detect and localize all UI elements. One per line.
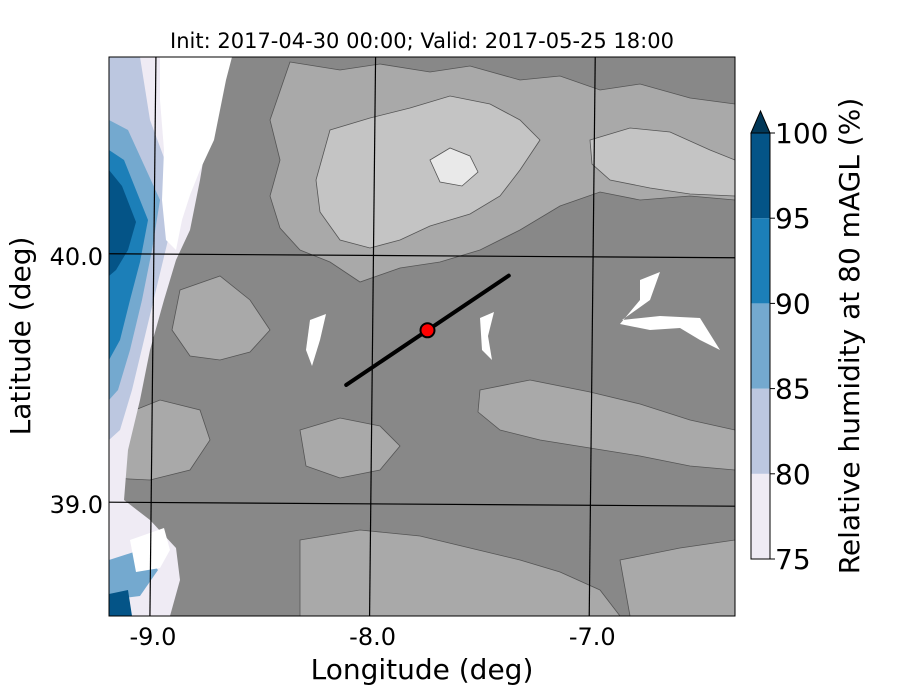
parallel-line <box>109 501 735 507</box>
meridian-line <box>588 57 596 616</box>
y-axis-label: Latitude (deg) <box>4 237 37 436</box>
meridian-line <box>149 57 157 616</box>
colorbar-tick-label: 95 <box>775 202 811 235</box>
colorbar-tick-label: 85 <box>775 373 811 406</box>
x-tick-label: -7.0 <box>569 623 616 651</box>
y-tick-label: 39.0 <box>50 491 103 519</box>
colorbar-segment <box>751 388 770 474</box>
colorbar-segment <box>751 473 770 559</box>
colorbar-segment <box>751 133 770 219</box>
colorbar-label: Relative humidity at 80 mAGL (%) <box>833 98 866 575</box>
colorbar: 75 80 85 90 95 100 <box>750 109 828 576</box>
x-tick-label: -8.0 <box>349 623 396 651</box>
colorbar-tick-label: 100 <box>775 117 828 150</box>
colorbar-frame <box>750 132 771 560</box>
graticule <box>109 57 735 616</box>
map-panel <box>109 57 735 616</box>
colorbar-tick-label: 90 <box>775 287 811 320</box>
terrain-contours <box>109 61 735 616</box>
x-axis-ticks: -9.0 -8.0 -7.0 <box>130 623 616 651</box>
white-patches <box>130 57 720 572</box>
colorbar-extend-arrow <box>750 109 771 134</box>
map-frame <box>108 56 736 617</box>
parallel-line <box>109 253 735 259</box>
y-tick-label: 40.0 <box>50 243 103 271</box>
colorbar-segment <box>751 303 770 389</box>
colorbar-tick-label: 75 <box>775 543 811 576</box>
meridian-line <box>368 57 377 616</box>
y-axis-ticks: 40.0 39.0 <box>50 243 103 519</box>
colorbar-segment <box>751 218 770 304</box>
site-marker <box>419 322 436 339</box>
x-axis-label: Longitude (deg) <box>311 653 534 686</box>
x-tick-label: -9.0 <box>130 623 177 651</box>
map-title: Init: 2017-04-30 00:00; Valid: 2017-05-2… <box>170 29 674 53</box>
colorbar-tick-label: 80 <box>775 458 811 491</box>
